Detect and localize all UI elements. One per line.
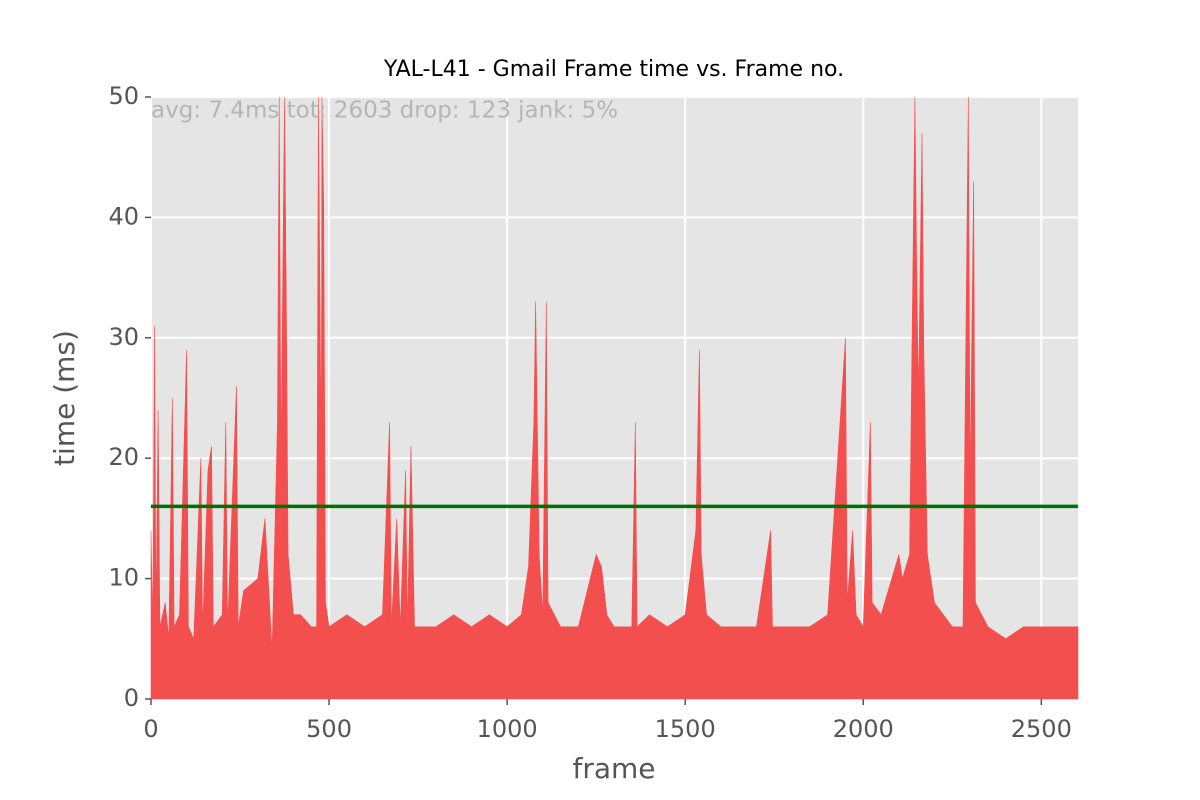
y-axis-label: time (ms) bbox=[48, 330, 81, 466]
marks bbox=[150, 96, 1079, 700]
x-axis-label: frame bbox=[572, 752, 655, 785]
frame-time-area bbox=[150, 96, 1079, 700]
y-tick-label: 50 bbox=[108, 82, 139, 110]
x-tick-label: 500 bbox=[306, 715, 352, 743]
x-tick-label: 2500 bbox=[1011, 715, 1072, 743]
x-tick-label: 1000 bbox=[477, 715, 538, 743]
x-tick-label: 0 bbox=[143, 715, 158, 743]
chart-title: YAL-L41 - Gmail Frame time vs. Frame no. bbox=[383, 57, 844, 82]
x-tick-label: 1500 bbox=[655, 715, 716, 743]
x-tick-label: 2000 bbox=[833, 715, 894, 743]
y-tick-label: 40 bbox=[108, 202, 139, 230]
y-tick-label: 0 bbox=[124, 684, 139, 712]
y-tick-label: 20 bbox=[108, 443, 139, 471]
grid bbox=[150, 96, 1078, 700]
y-tick-label: 30 bbox=[108, 323, 139, 351]
annotation: avg: 7.4ms tot: 2603 drop: 123 jank: 5% bbox=[151, 98, 618, 124]
y-tick-label: 10 bbox=[108, 564, 139, 592]
